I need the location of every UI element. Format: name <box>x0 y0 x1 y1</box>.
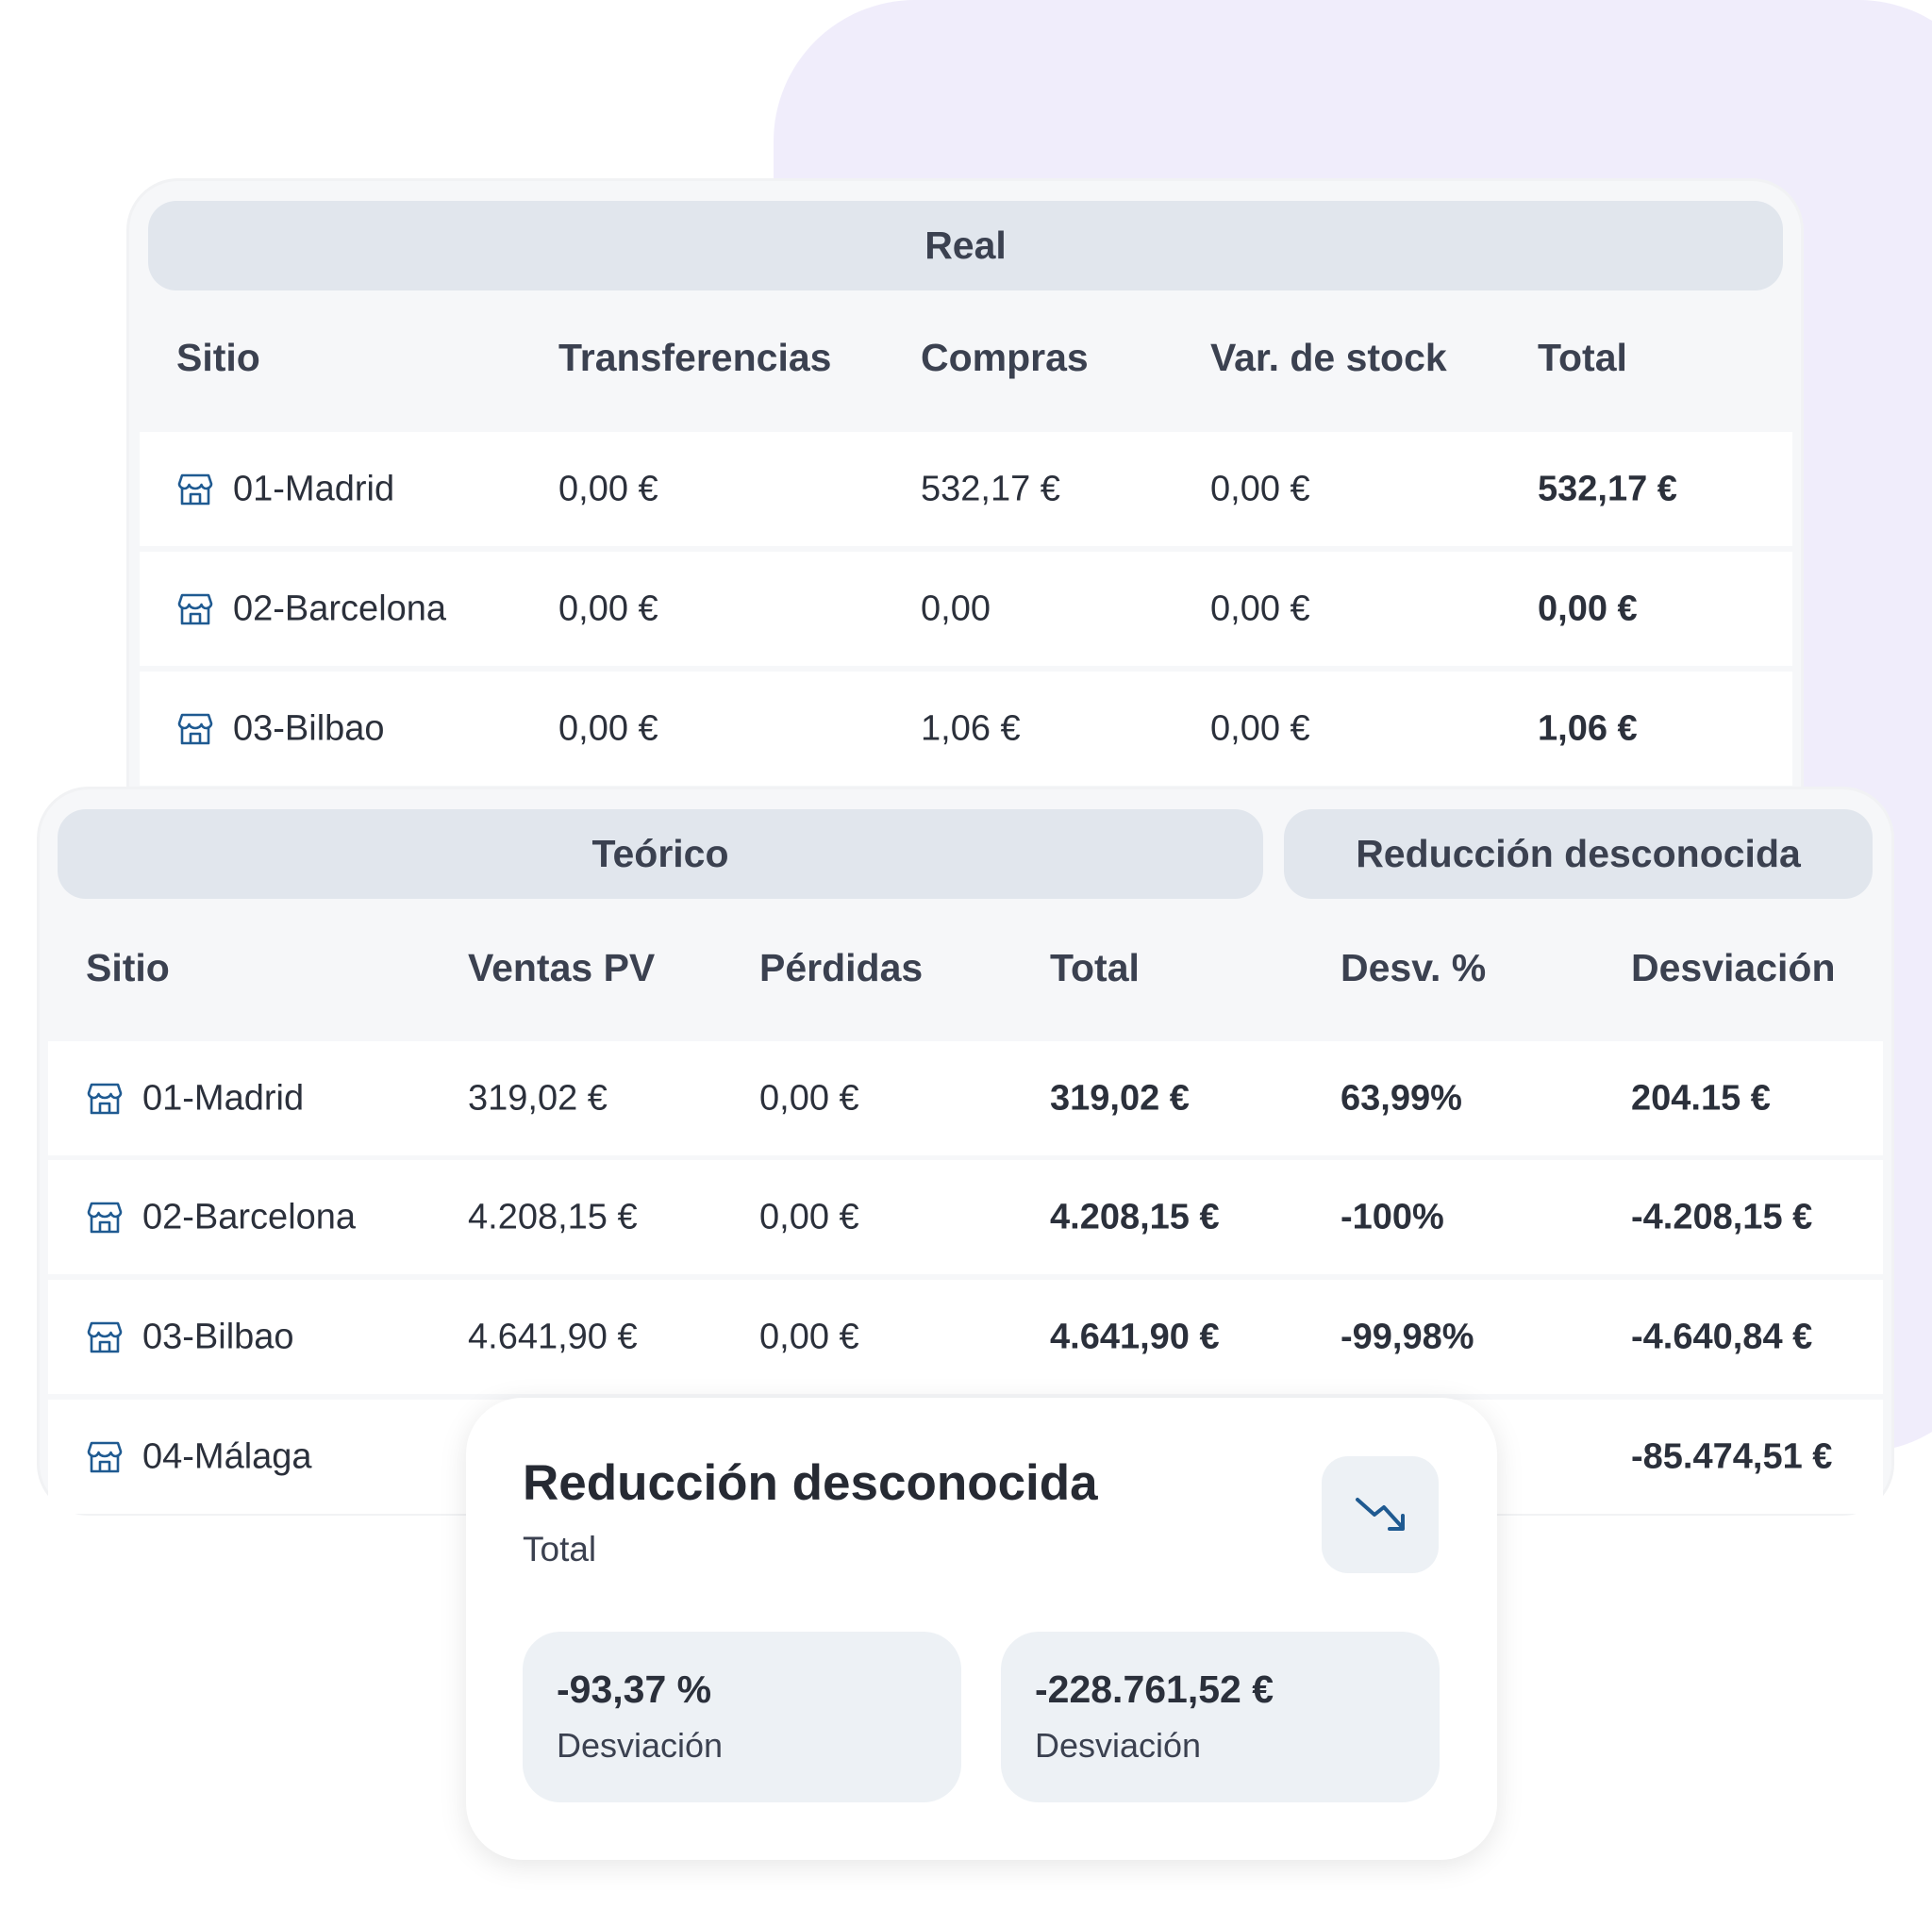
cell-value: -100% <box>1341 1197 1444 1236</box>
table-row: 01-Madrid 0,00 € 532,17 € 0,00 € 532,17 € <box>140 432 1792 546</box>
store-icon-graphic <box>177 473 213 505</box>
store-icon <box>86 1438 124 1476</box>
stat-box: -228.761,52 € Desviación <box>1001 1632 1440 1802</box>
table-row: 01-Madrid 319,02 € 0,00 € 319,02 € 63,99% 204… <box>48 1041 1883 1155</box>
cell-value: 532,17 € <box>921 469 1060 508</box>
cell-value: 0,00 € <box>1210 469 1310 508</box>
column-header: Var. de stock <box>1210 336 1447 379</box>
cell-value: 4.208,15 € <box>1050 1197 1220 1236</box>
section-header: Real <box>148 201 1783 290</box>
cell-value: 0,00 € <box>1210 589 1310 628</box>
cell-value: 0,00 € <box>759 1197 859 1236</box>
column-header: Pérdidas <box>759 946 924 989</box>
store-icon <box>176 590 214 628</box>
cell-value: 0,00 € <box>558 708 658 748</box>
stat-value: -228.761,52 € <box>1035 1667 1274 1711</box>
column-header: Total <box>1050 946 1140 989</box>
cell-value: -4.640,84 € <box>1631 1317 1813 1356</box>
stat-label: Desviación <box>1035 1726 1202 1765</box>
store-icon-graphic <box>87 1441 123 1472</box>
column-header: Transferencias <box>558 336 832 379</box>
cell-value: -85.474,51 € <box>1631 1436 1833 1476</box>
site-name: 03-Bilbao <box>142 1317 294 1356</box>
cell-value: 0,00 <box>921 589 991 628</box>
site-name: 02-Barcelona <box>233 589 447 628</box>
cell-value: 319,02 € <box>1050 1078 1190 1118</box>
cell-value: 0,00 € <box>558 469 658 508</box>
cell-value: 4.641,90 € <box>1050 1317 1220 1356</box>
cell-value: 0,00 € <box>558 589 658 628</box>
cell-value: 4.641,90 € <box>468 1317 638 1356</box>
cell-value: -99,98% <box>1341 1317 1474 1356</box>
cell-value: 1,06 € <box>1538 708 1638 748</box>
store-icon-graphic <box>87 1083 123 1114</box>
column-header: Desv. % <box>1341 946 1487 989</box>
stat-label: Desviación <box>557 1726 724 1765</box>
store-icon <box>86 1080 124 1118</box>
table-row: 02-Barcelona 0,00 € 0,00 0,00 € 0,00 € <box>140 552 1792 666</box>
site-name: 01-Madrid <box>142 1078 305 1118</box>
store-icon-graphic <box>177 713 213 744</box>
store-icon <box>176 471 214 508</box>
column-header: Compras <box>921 336 1089 379</box>
cell-value: 204.15 € <box>1631 1078 1771 1118</box>
cell-value: 532,17 € <box>1538 469 1677 508</box>
cell-value: 4.208,15 € <box>468 1197 638 1236</box>
column-header: Sitio <box>176 336 260 379</box>
cell-value: -4.208,15 € <box>1631 1197 1813 1236</box>
cell-value: 63,99% <box>1341 1078 1462 1118</box>
site-name: 04-Málaga <box>142 1436 312 1476</box>
summary-title: Reducción desconocida <box>523 1455 1098 1511</box>
store-icon-graphic <box>177 593 213 624</box>
section-header: Teórico <box>58 809 1263 899</box>
store-icon <box>86 1319 124 1356</box>
cell-value: 0,00 € <box>759 1317 859 1356</box>
summary-subtitle: Total <box>523 1530 597 1568</box>
column-header: Sitio <box>86 946 170 989</box>
section-header: Reducción desconocida <box>1284 809 1873 899</box>
column-header: Desviación <box>1631 946 1836 989</box>
cell-value: 1,06 € <box>921 708 1021 748</box>
site-name: 01-Madrid <box>233 469 395 508</box>
site-name: 02-Barcelona <box>142 1197 357 1236</box>
real-card: Real Sitio Transferencias Compras Var. de s… <box>129 181 1801 841</box>
store-icon <box>176 710 214 748</box>
store-icon-graphic <box>87 1202 123 1233</box>
teorico-card: Teórico Reducción desconocida Sitio Venta… <box>40 789 1891 1514</box>
column-header: Total <box>1538 336 1627 379</box>
site-name: 03-Bilbao <box>233 708 385 748</box>
summary-card: Reducción desconocida Total -93,37 % Des… <box>466 1398 1497 1860</box>
trend-down-icon <box>1356 1498 1405 1531</box>
store-icon <box>86 1199 124 1236</box>
cell-value: 0,00 € <box>1538 589 1638 628</box>
stat-box: -93,37 % Desviación <box>523 1632 961 1802</box>
trend-icon[interactable] <box>1322 1456 1439 1573</box>
table-row: 03-Bilbao 4.641,90 € 0,00 € 4.641,90 € -99,9… <box>48 1280 1883 1394</box>
store-icon-graphic <box>87 1321 123 1352</box>
table-row: 02-Barcelona 4.208,15 € 0,00 € 4.208,15 € -1… <box>48 1160 1883 1274</box>
cell-value: 0,00 € <box>1210 708 1310 748</box>
column-header: Ventas PV <box>468 946 656 989</box>
stat-value: -93,37 % <box>557 1667 712 1711</box>
cell-value: 0,00 € <box>759 1078 859 1118</box>
cell-value: 319,02 € <box>468 1078 608 1118</box>
table-row: 03-Bilbao 0,00 € 1,06 € 0,00 € 1,06 € <box>140 672 1792 786</box>
